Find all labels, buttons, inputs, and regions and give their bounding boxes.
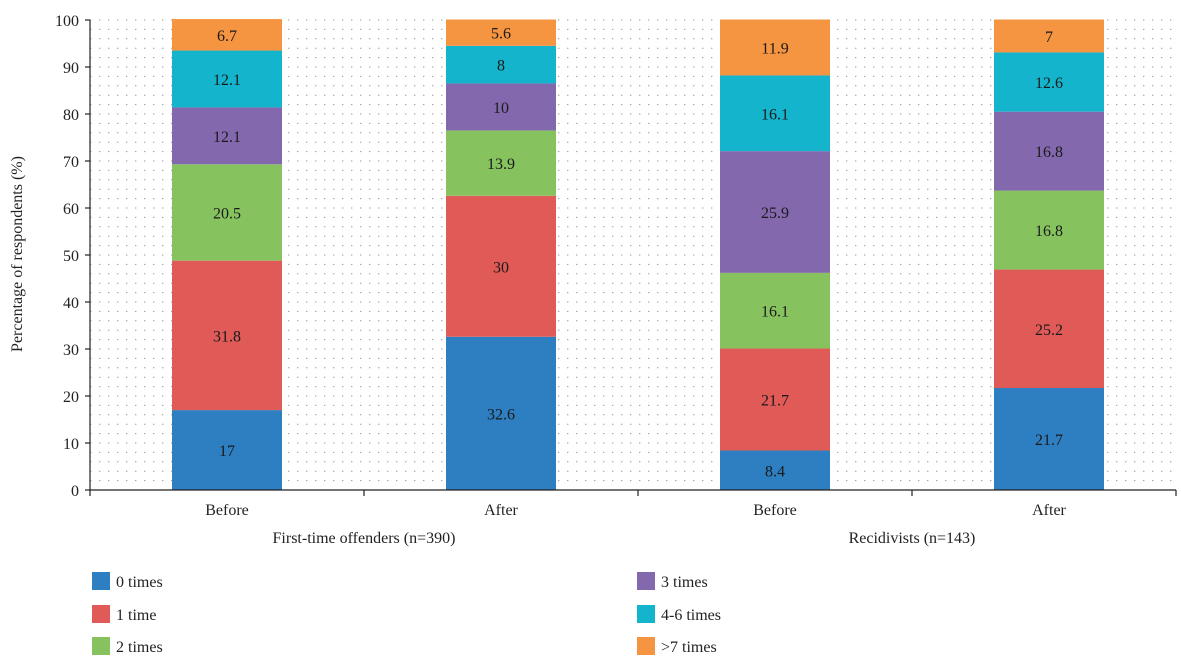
- category-label: After: [484, 502, 518, 519]
- legend-label: 2 times: [116, 639, 163, 656]
- bar-segment: [172, 107, 282, 165]
- legend-label: 4-6 times: [661, 607, 721, 624]
- data-label: 20.5: [213, 205, 241, 222]
- legend-swatch: [92, 637, 110, 655]
- bar-segment: [446, 195, 556, 337]
- data-label: 25.2: [1035, 322, 1063, 339]
- bar-segment: [446, 19, 556, 46]
- y-axis-label: Percentage of respondents (%): [9, 156, 26, 352]
- category-label: Before: [205, 502, 249, 519]
- legend-swatch: [637, 572, 655, 590]
- bar-segment: [446, 45, 556, 84]
- legend-label: 1 time: [116, 607, 156, 624]
- group-label: First-time offenders (n=390): [273, 530, 456, 547]
- y-tick-label: 30: [63, 342, 79, 359]
- bar-segment: [720, 348, 830, 451]
- bar-segment: [172, 164, 282, 261]
- bar-segment: [994, 19, 1104, 53]
- y-tick-label: 40: [63, 295, 79, 312]
- data-label: 10: [493, 100, 509, 117]
- data-label: 17: [219, 443, 235, 460]
- bar-segment: [446, 336, 556, 490]
- bar-segment: [720, 450, 830, 490]
- legend-swatch: [92, 572, 110, 590]
- bar-segment: [720, 151, 830, 273]
- data-label: 8.4: [765, 463, 785, 480]
- y-tick-label: 80: [63, 107, 79, 124]
- legend-swatch: [92, 605, 110, 623]
- bar-segment: [446, 130, 556, 196]
- data-label: 32.6: [487, 406, 515, 423]
- legend-label: >7 times: [661, 639, 717, 656]
- data-label: 16.1: [761, 304, 789, 321]
- data-label: 21.7: [1035, 432, 1063, 449]
- legend-swatch: [637, 637, 655, 655]
- axes: 0 10 20 30 40 50 60 70 80 90 100: [55, 13, 1177, 500]
- data-label: 8: [497, 58, 505, 75]
- data-label: 30: [493, 259, 509, 276]
- y-tick-label: 70: [63, 154, 79, 171]
- bar-segment: [720, 272, 830, 349]
- bars: [172, 19, 1104, 490]
- bar-segment: [994, 111, 1104, 191]
- y-tick-label: 60: [63, 201, 79, 218]
- data-label: 16.8: [1035, 144, 1063, 161]
- labels: 17 31.8 20.5 12.1 12.1 6.7 Before 32.6 30 13.9 10 8…: [205, 26, 1066, 547]
- data-label: 31.8: [213, 328, 241, 345]
- data-label: 11.9: [761, 40, 788, 57]
- data-label: 21.7: [761, 393, 789, 410]
- y-tick-label: 10: [63, 436, 79, 453]
- bar-segment: [994, 190, 1104, 270]
- legend: 0 times 1 time 2 times 3 times 4-6 times >7 t…: [92, 572, 721, 656]
- data-label: 12.6: [1035, 75, 1063, 92]
- category-label: Before: [753, 502, 797, 519]
- data-label: 16.8: [1035, 223, 1063, 240]
- bar-segment: [994, 269, 1104, 389]
- y-tick-label: 100: [55, 13, 79, 30]
- data-label: 12.1: [213, 129, 241, 146]
- legend-label: 0 times: [116, 574, 163, 591]
- legend-label: 3 times: [661, 574, 708, 591]
- bar-segment: [172, 50, 282, 108]
- bar-segment: [172, 260, 282, 411]
- data-label: 6.7: [217, 28, 237, 45]
- bar-segment: [994, 52, 1104, 112]
- data-label: 7: [1045, 29, 1053, 46]
- y-tick-label: 50: [63, 248, 79, 265]
- data-label: 16.1: [761, 106, 789, 123]
- bar-segment: [720, 75, 830, 152]
- data-label: 12.1: [213, 72, 241, 89]
- group-label: Recidivists (n=143): [849, 530, 976, 547]
- bar-segment: [446, 83, 556, 131]
- bar-segment: [720, 19, 830, 76]
- bar-segment: [172, 410, 282, 490]
- category-label: After: [1032, 502, 1066, 519]
- y-tick-label: 90: [63, 60, 79, 77]
- data-label: 5.6: [491, 26, 511, 43]
- bar-segment: [172, 19, 282, 51]
- y-tick-label: 0: [71, 483, 79, 500]
- legend-swatch: [637, 605, 655, 623]
- data-label: 25.9: [761, 205, 789, 222]
- bar-segment: [994, 388, 1104, 490]
- data-label: 13.9: [487, 156, 515, 173]
- y-tick-label: 20: [63, 389, 79, 406]
